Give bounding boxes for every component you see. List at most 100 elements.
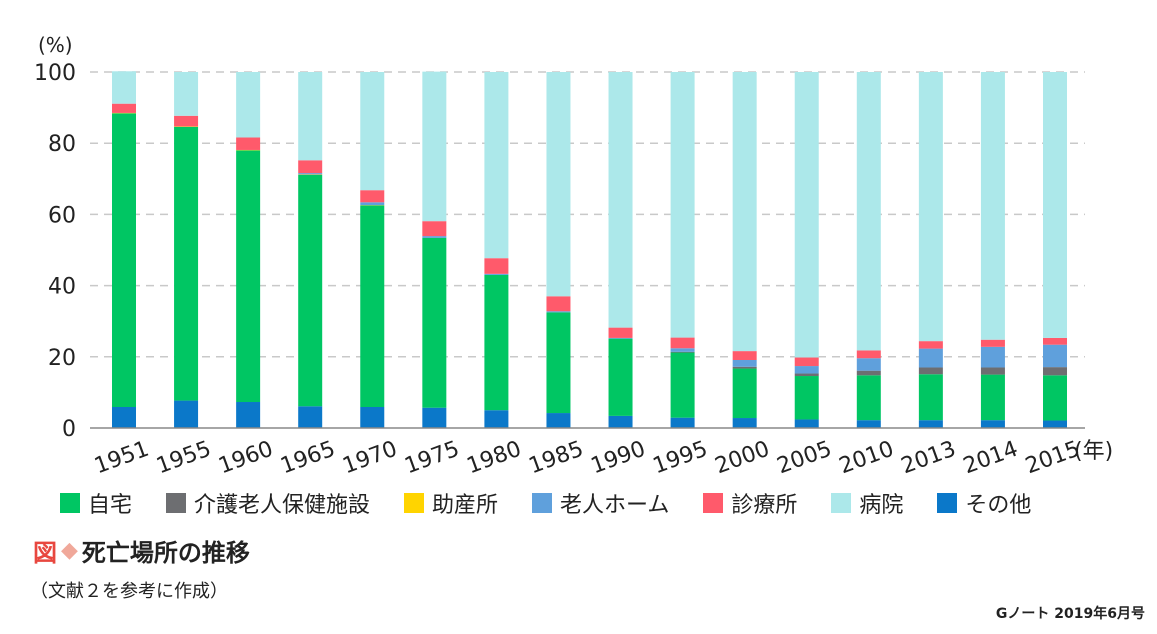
legend-swatch <box>703 493 724 513</box>
legend-item-other: その他 <box>937 487 1031 519</box>
bar-segment <box>174 400 199 428</box>
bar-segment <box>608 327 633 338</box>
legend-label: その他 <box>965 493 1032 518</box>
bar-segment <box>298 406 323 428</box>
bar-segment <box>732 72 757 352</box>
legend-label: 助産所 <box>432 493 499 518</box>
bar-segment <box>298 160 323 174</box>
legend-label: 病院 <box>859 493 904 518</box>
x-tick-label: 1965 <box>277 437 338 480</box>
bar-segment <box>484 273 509 275</box>
bar-segment <box>422 407 447 428</box>
figure-caption: 図 ◆ 死亡場所の推移 <box>33 533 250 568</box>
bar-segment <box>546 312 571 414</box>
bar-stack-1965 <box>298 72 323 428</box>
y-tick-label: 100 <box>34 61 76 86</box>
legend-item-care-facility: 介護老人保健施設 <box>166 487 370 519</box>
bar-segment <box>670 417 695 428</box>
legend-label: 老人ホーム <box>560 493 670 518</box>
bar-segment <box>360 72 385 191</box>
y-tick-labels: 0 20 40 60 80 100 <box>34 61 76 442</box>
bar-stack-2000 <box>732 72 757 428</box>
y-tick-label: 80 <box>48 132 76 157</box>
bar-segment <box>980 420 1005 428</box>
legend-label: 自宅 <box>88 493 133 518</box>
legend-swatch <box>60 493 80 513</box>
bar-segment <box>546 311 571 313</box>
bar-segment <box>112 103 136 113</box>
bar-stack-2010 <box>856 72 881 428</box>
legend: 自宅 介護老人保健施設 助産所 老人ホーム 診療所 病院 その他 <box>60 487 1031 519</box>
bar-segment <box>360 406 385 428</box>
x-tick-label: 1980 <box>464 437 525 480</box>
legend-item-maternity-home: 助産所 <box>404 487 498 519</box>
bar-stack-1955 <box>174 72 199 428</box>
bar-segment <box>980 367 1005 375</box>
bar-segment <box>360 190 385 203</box>
legend-item-clinic: 診療所 <box>703 487 797 519</box>
bar-segment <box>422 236 447 238</box>
legend-label: 診療所 <box>731 493 798 518</box>
bar-segment <box>546 296 571 312</box>
x-tick-label: 1960 <box>215 437 276 480</box>
bar-segment <box>670 72 695 338</box>
bar-segment <box>794 366 819 374</box>
bar-segment <box>794 376 819 420</box>
bar-segment <box>980 339 1005 347</box>
bar-segment <box>174 115 199 127</box>
bar-segment <box>236 150 261 403</box>
y-tick-label: 0 <box>62 417 76 442</box>
bar-segment <box>1043 367 1067 376</box>
x-tick-label: 1990 <box>588 437 649 480</box>
bar-segment <box>112 113 136 407</box>
bar-segment <box>670 337 695 349</box>
bar-segment <box>484 258 509 274</box>
bar-segment <box>732 360 757 367</box>
diamond-icon: ◆ <box>61 538 78 563</box>
x-tick-label: 2014 <box>960 437 1021 480</box>
x-tick-label: 1955 <box>153 437 214 480</box>
x-tick-label: 2010 <box>836 437 897 480</box>
bar-stack-2013 <box>918 72 943 428</box>
bar-segment <box>1043 420 1067 428</box>
bar-segment <box>732 368 757 419</box>
bar-segment <box>174 72 199 116</box>
x-axis-unit-label: (年) <box>1074 439 1113 464</box>
bar-segment <box>608 72 633 328</box>
bar-segment <box>856 72 881 351</box>
bar-segment <box>1043 375 1067 421</box>
legend-swatch <box>532 493 553 513</box>
bar-stack-1970 <box>360 72 385 428</box>
legend-swatch <box>831 493 852 513</box>
bar-segment <box>298 174 323 407</box>
bar-segment <box>856 358 881 371</box>
bar-segment <box>670 351 695 353</box>
bar-stack-1985 <box>546 72 571 428</box>
bar-segment <box>794 419 819 428</box>
x-tick-label: 1970 <box>339 437 400 480</box>
bar-stack-2015 <box>1043 72 1067 428</box>
bar-segment <box>856 350 881 359</box>
legend-swatch <box>166 493 187 513</box>
bar-segment <box>918 374 943 421</box>
bar-segment <box>1043 337 1067 345</box>
bar-segment <box>236 72 261 138</box>
bar-segment <box>670 348 695 352</box>
bar-segment <box>918 341 943 349</box>
bar-stack-2005 <box>794 72 819 428</box>
bar-segment <box>732 351 757 361</box>
x-tick-label: 1975 <box>402 437 463 480</box>
bar-segment <box>298 72 323 161</box>
bar-segment <box>980 72 1005 340</box>
bar-segment <box>112 71 136 104</box>
bar-segment <box>422 221 447 237</box>
bar-segment <box>732 366 757 369</box>
bar-stack-1980 <box>484 72 509 428</box>
bar-segment <box>112 406 136 428</box>
bar-segment <box>608 337 633 339</box>
legend-item-home: 自宅 <box>60 487 132 519</box>
bar-segment <box>918 420 943 428</box>
x-tick-labels: 1951 1955 1960 1965 1970 1975 1980 1985 1990 1995… <box>91 437 1083 480</box>
bar-segment <box>918 72 943 342</box>
bar-segment <box>236 137 261 150</box>
